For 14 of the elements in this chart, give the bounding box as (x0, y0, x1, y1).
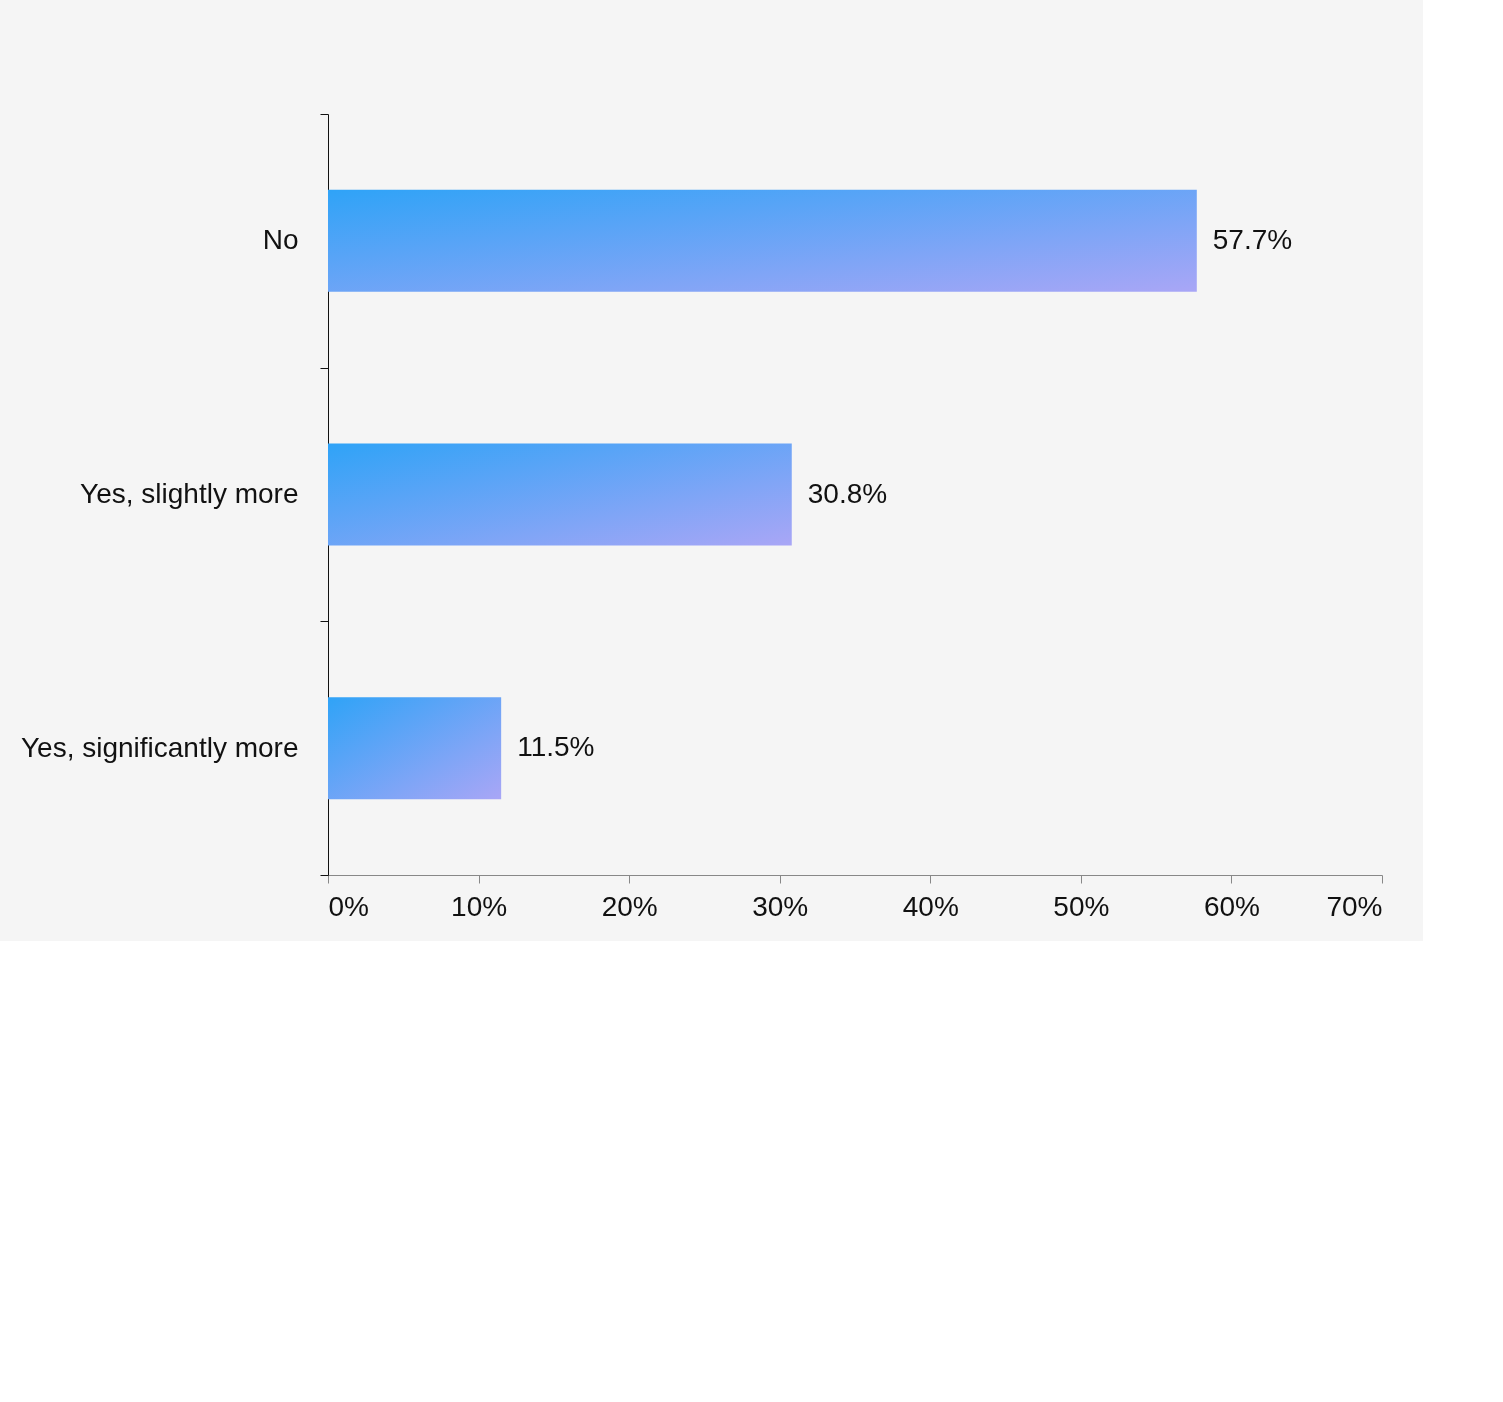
x-tick-label: 50% (1053, 890, 1110, 922)
data-label: 30.8% (807, 477, 888, 509)
x-tick-label: 10% (451, 890, 508, 922)
y-tick-label: Yes, slightly more (80, 478, 299, 509)
x-tick-label: 20% (601, 890, 658, 922)
y-tick-label: No (262, 224, 299, 256)
x-tick-label: 30% (752, 890, 809, 922)
x-tick-label: 60% (1203, 890, 1260, 922)
data-label: 11.5% (517, 731, 595, 763)
data-label: 57.7% (1212, 223, 1293, 255)
x-tick-label: 40% (902, 890, 959, 922)
x-tick-label: 70% (1326, 890, 1383, 922)
x-tick-label: 0% (328, 890, 369, 922)
y-tick-label: Yes, significantly more (20, 731, 299, 763)
